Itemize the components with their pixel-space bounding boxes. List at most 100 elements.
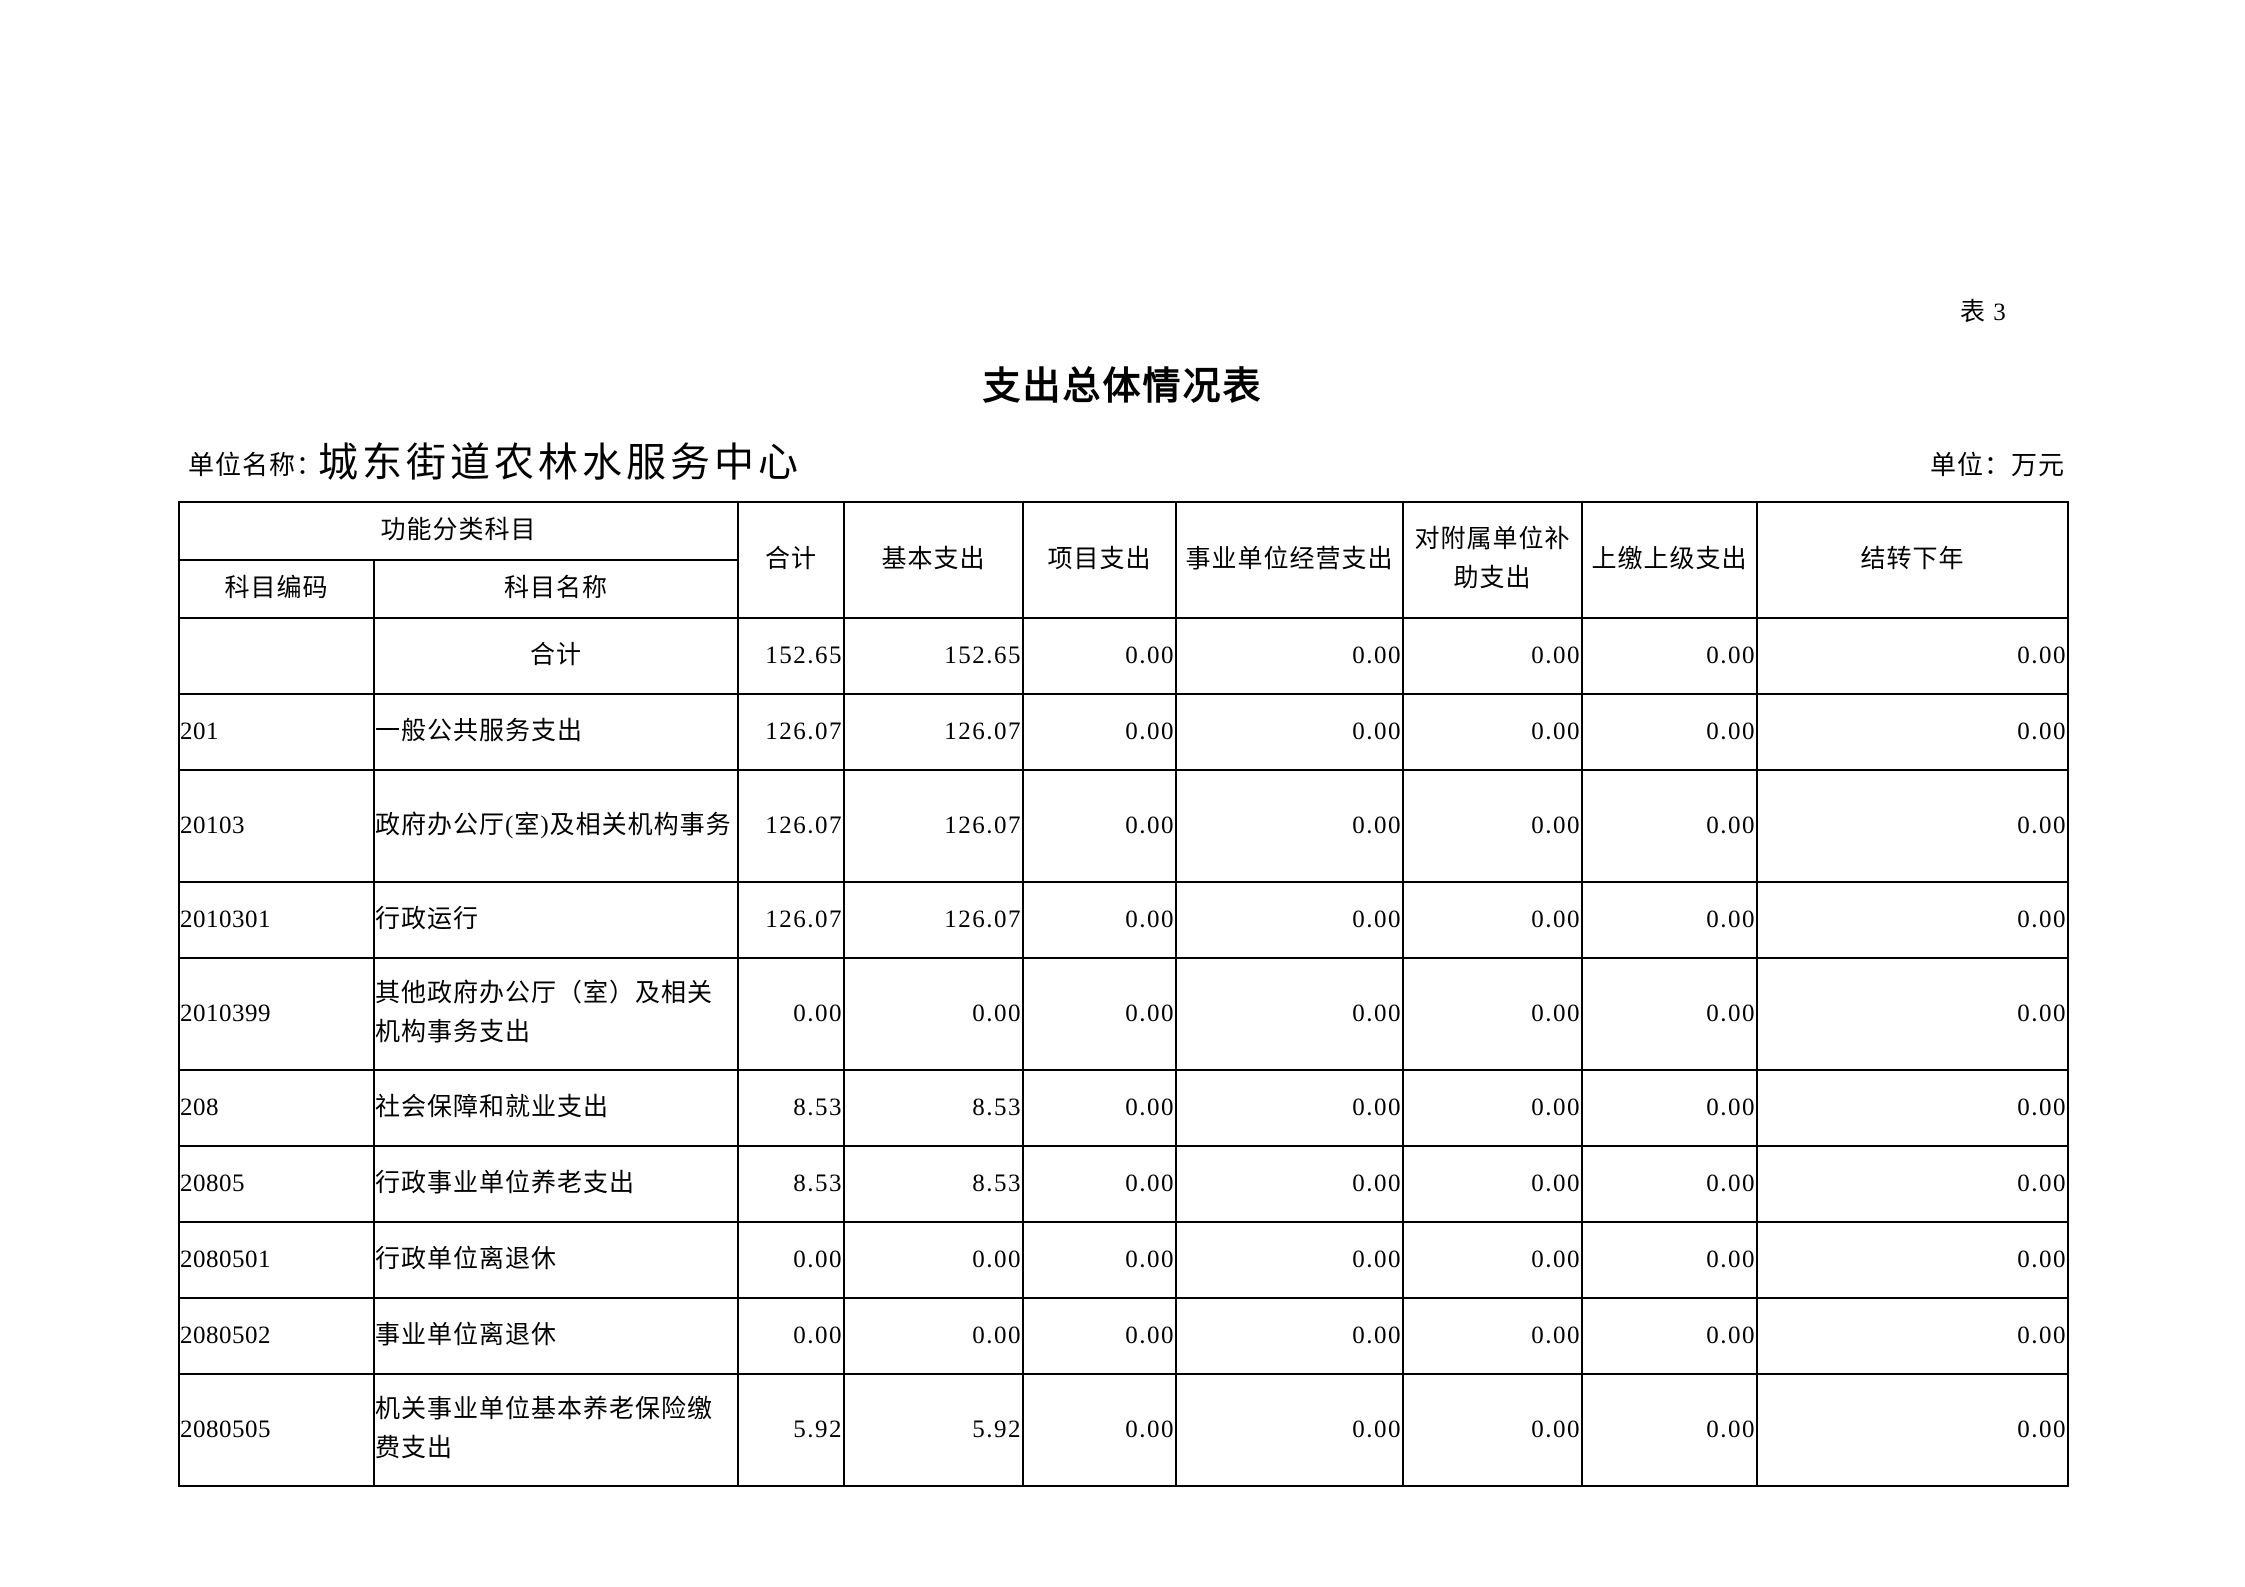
cell-basic: 0.00 (843, 957, 1025, 1071)
cell-basic: 126.07 (843, 881, 1025, 959)
cell-project: 0.00 (1022, 769, 1178, 883)
cell-total: 0.00 (737, 1297, 846, 1375)
cell-operating: 0.00 (1175, 769, 1405, 883)
table-row: 2010399 其他政府办公厅（室）及相关机构事务支出 0.00 0.00 0.… (178, 957, 2070, 1071)
unit-measure-label: 单位：万元 (1930, 451, 2066, 480)
cell-carryover: 0.00 (1756, 1297, 2070, 1375)
cell-name: 行政事业单位养老支出 (372, 1145, 740, 1223)
unit-name-value: 城东街道农林水服务中心 (318, 440, 802, 485)
cell-subsidy: 0.00 (1402, 1297, 1584, 1375)
cell-name: 政府办公厅(室)及相关机构事务 (372, 769, 740, 883)
cell-basic: 8.53 (843, 1069, 1025, 1147)
cell-operating: 0.00 (1175, 1069, 1405, 1147)
table-header: 功能分类科目 合计 基本支出 项目支出 事业单位经营支出 对附属单位补助支出 上… (177, 501, 2070, 619)
header-operating-expenditure: 事业单位经营支出 (1175, 501, 1405, 619)
cell-upper: 0.00 (1581, 1145, 1759, 1223)
header-row-bottom: 科目编码 科目名称 (178, 559, 2068, 619)
cell-basic: 152.65 (843, 617, 1025, 695)
cell-operating: 0.00 (1175, 1145, 1405, 1223)
cell-name: 事业单位离退休 (372, 1297, 740, 1375)
cell-code (178, 617, 375, 695)
cell-operating: 0.00 (1175, 1373, 1405, 1487)
cell-upper: 0.00 (1581, 1221, 1759, 1299)
cell-total: 126.07 (737, 769, 846, 883)
header-row-top: 功能分类科目 合计 基本支出 项目支出 事业单位经营支出 对附属单位补助支出 上… (177, 501, 2070, 619)
cell-project: 0.00 (1022, 881, 1178, 959)
cell-operating: 0.00 (1175, 1297, 1405, 1375)
cell-total: 126.07 (737, 693, 846, 771)
cell-code: 2010399 (178, 957, 375, 1071)
cell-operating: 0.00 (1175, 693, 1405, 771)
cell-basic: 126.07 (843, 693, 1025, 771)
header-subject-code: 科目编码 (178, 559, 375, 619)
cell-basic: 0.00 (843, 1221, 1025, 1299)
cell-basic: 8.53 (843, 1145, 1025, 1223)
page-title: 支出总体情况表 (982, 366, 1263, 408)
table-body: 合计 152.65 152.65 0.00 0.00 0.00 0.00 0.0… (178, 617, 2070, 1487)
cell-name: 行政单位离退休 (372, 1221, 740, 1299)
cell-carryover: 0.00 (1756, 693, 2070, 771)
cell-code: 2080502 (178, 1297, 375, 1375)
cell-upper: 0.00 (1581, 881, 1759, 959)
header-basic-expenditure: 基本支出 (843, 501, 1025, 619)
table-row: 合计 152.65 152.65 0.00 0.00 0.00 0.00 0.0… (178, 617, 2070, 695)
expenditure-table: 功能分类科目 合计 基本支出 项目支出 事业单位经营支出 对附属单位补助支出 上… (177, 501, 2070, 1487)
header-subsidy-expenditure: 对附属单位补助支出 (1402, 501, 1584, 619)
table-row: 208 社会保障和就业支出 8.53 8.53 0.00 0.00 0.00 0… (178, 1069, 2070, 1147)
cell-code: 2080505 (178, 1373, 375, 1487)
header-total: 合计 (737, 501, 846, 619)
cell-project: 0.00 (1022, 693, 1178, 771)
cell-code: 208 (178, 1069, 375, 1147)
table-row: 2080501 行政单位离退休 0.00 0.00 0.00 0.00 0.00… (178, 1221, 2070, 1299)
cell-total: 8.53 (737, 1069, 846, 1147)
cell-subsidy: 0.00 (1402, 769, 1584, 883)
cell-code: 2010301 (178, 881, 375, 959)
cell-upper: 0.00 (1581, 693, 1759, 771)
cell-carryover: 0.00 (1756, 881, 2070, 959)
cell-project: 0.00 (1022, 1145, 1178, 1223)
table-row: 201 一般公共服务支出 126.07 126.07 0.00 0.00 0.0… (178, 693, 2070, 771)
cell-code: 20103 (178, 769, 375, 883)
header-project-expenditure: 项目支出 (1022, 501, 1178, 619)
cell-upper: 0.00 (1581, 957, 1759, 1071)
header-upper-level-payment: 上缴上级支出 (1581, 501, 1759, 619)
header-group-functional-category: 功能分类科目 (177, 501, 740, 561)
unit-name-label: 单位名称： (188, 451, 324, 480)
cell-basic: 126.07 (843, 769, 1025, 883)
cell-project: 0.00 (1022, 617, 1178, 695)
cell-name: 合计 (372, 617, 740, 695)
cell-carryover: 0.00 (1756, 1373, 2070, 1487)
cell-subsidy: 0.00 (1402, 693, 1584, 771)
cell-operating: 0.00 (1175, 617, 1405, 695)
cell-total: 126.07 (737, 881, 846, 959)
cell-upper: 0.00 (1581, 1373, 1759, 1487)
cell-name: 社会保障和就业支出 (372, 1069, 740, 1147)
table-row: 2080502 事业单位离退休 0.00 0.00 0.00 0.00 0.00… (178, 1297, 2070, 1375)
cell-basic: 5.92 (843, 1373, 1025, 1487)
cell-upper: 0.00 (1581, 1297, 1759, 1375)
cell-upper: 0.00 (1581, 769, 1759, 883)
cell-name: 行政运行 (372, 881, 740, 959)
cell-code: 20805 (178, 1145, 375, 1223)
table-row: 2010301 行政运行 126.07 126.07 0.00 0.00 0.0… (178, 881, 2070, 959)
table-row: 2080505 机关事业单位基本养老保险缴费支出 5.92 5.92 0.00 … (178, 1373, 2070, 1487)
cell-operating: 0.00 (1175, 1221, 1405, 1299)
cell-operating: 0.00 (1175, 957, 1405, 1071)
cell-subsidy: 0.00 (1402, 1145, 1584, 1223)
sheet-label: 表 3 (1960, 299, 2007, 326)
cell-total: 8.53 (737, 1145, 846, 1223)
table-row: 20805 行政事业单位养老支出 8.53 8.53 0.00 0.00 0.0… (178, 1145, 2070, 1223)
cell-subsidy: 0.00 (1402, 881, 1584, 959)
header-subject-name: 科目名称 (372, 559, 740, 619)
cell-project: 0.00 (1022, 1373, 1178, 1487)
expenditure-table-wrapper: 功能分类科目 合计 基本支出 项目支出 事业单位经营支出 对附属单位补助支出 上… (177, 501, 2070, 1487)
cell-operating: 0.00 (1175, 881, 1405, 959)
cell-carryover: 0.00 (1756, 1145, 2070, 1223)
cell-upper: 0.00 (1581, 617, 1759, 695)
cell-subsidy: 0.00 (1402, 617, 1584, 695)
cell-carryover: 0.00 (1756, 617, 2070, 695)
cell-carryover: 0.00 (1756, 769, 2070, 883)
meta-row: 单位名称： 城东街道农林水服务中心 单位：万元 (0, 436, 2245, 485)
header-carryover-next-year: 结转下年 (1756, 501, 2070, 619)
